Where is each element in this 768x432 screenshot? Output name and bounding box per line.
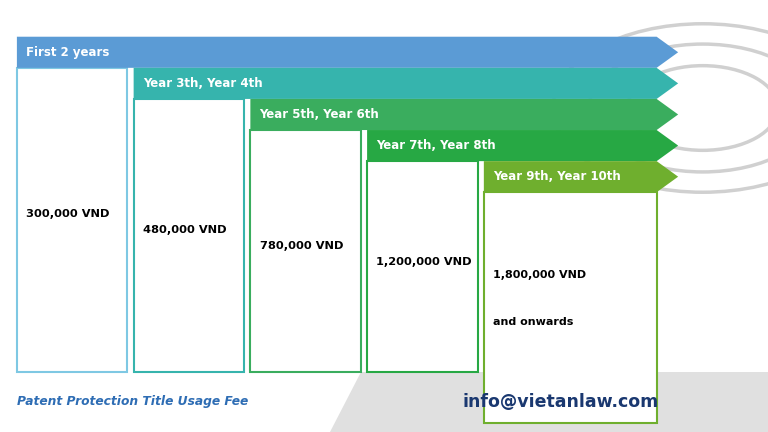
FancyBboxPatch shape <box>484 192 657 423</box>
Polygon shape <box>134 68 678 99</box>
Text: and onwards: and onwards <box>493 317 574 327</box>
FancyBboxPatch shape <box>134 99 244 372</box>
FancyBboxPatch shape <box>17 68 127 372</box>
Polygon shape <box>250 99 678 130</box>
Text: Year 9th, Year 10th: Year 9th, Year 10th <box>493 170 621 183</box>
Polygon shape <box>330 372 768 432</box>
Text: Year 3th, Year 4th: Year 3th, Year 4th <box>143 77 263 90</box>
Text: 1,200,000 VND: 1,200,000 VND <box>376 257 472 267</box>
Text: Year 5th, Year 6th: Year 5th, Year 6th <box>260 108 379 121</box>
Text: First 2 years: First 2 years <box>26 46 110 59</box>
Polygon shape <box>484 161 678 192</box>
FancyBboxPatch shape <box>250 130 361 372</box>
Text: 1,800,000 VND: 1,800,000 VND <box>493 270 586 280</box>
Text: 780,000 VND: 780,000 VND <box>260 241 343 251</box>
Polygon shape <box>17 37 678 68</box>
Text: 480,000 VND: 480,000 VND <box>143 225 227 235</box>
Text: info@vietanlaw.com: info@vietanlaw.com <box>462 393 659 411</box>
Text: Year 7th, Year 8th: Year 7th, Year 8th <box>376 139 496 152</box>
Text: 300,000 VND: 300,000 VND <box>26 209 110 219</box>
FancyBboxPatch shape <box>367 161 478 372</box>
Text: Patent Protection Title Usage Fee: Patent Protection Title Usage Fee <box>17 395 248 408</box>
Polygon shape <box>367 130 678 161</box>
